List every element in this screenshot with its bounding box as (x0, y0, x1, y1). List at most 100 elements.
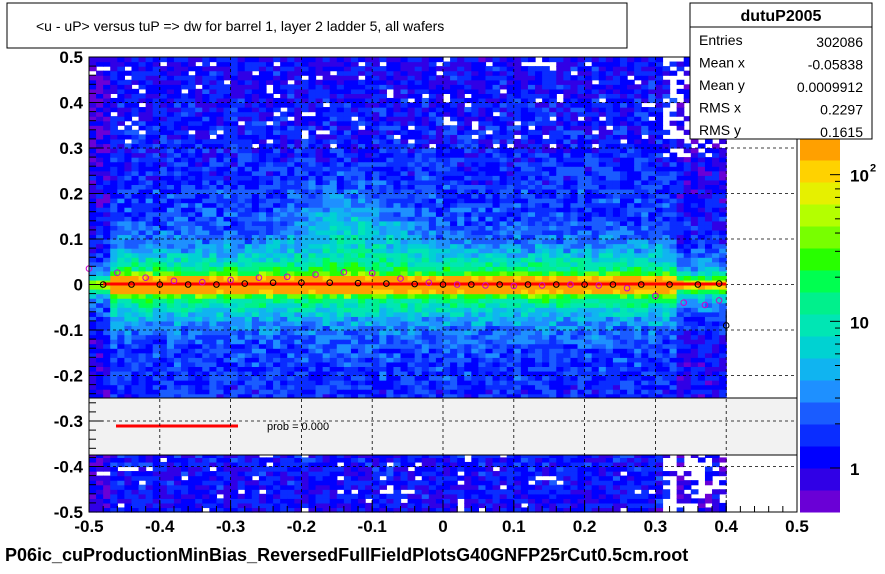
heatmap-cell (301, 261, 310, 267)
heatmap-cell (393, 202, 402, 208)
heatmap-cell (96, 225, 104, 231)
heatmap-cell (131, 170, 140, 176)
heatmap-cell (365, 330, 373, 336)
heatmap-cell (407, 234, 416, 240)
heatmap-cell (372, 143, 380, 149)
heatmap-cell (393, 211, 402, 217)
heatmap-cell (188, 261, 196, 267)
heatmap-cell (124, 357, 133, 363)
heatmap-cell (365, 357, 373, 363)
heatmap-cell (414, 270, 423, 276)
heatmap-cell (96, 389, 104, 395)
heatmap-cell (322, 220, 331, 226)
heatmap-cell (110, 257, 118, 263)
heatmap-cell (273, 143, 281, 149)
heatmap-cell (443, 252, 451, 258)
heatmap-cell (209, 157, 218, 163)
heatmap-cell (166, 220, 175, 226)
heatmap-cell (400, 320, 409, 327)
heatmap-cell (89, 57, 97, 63)
heatmap-cell (209, 298, 218, 304)
heatmap-cell (138, 216, 147, 222)
heatmap-cell (96, 220, 104, 226)
heatmap-cell (358, 284, 366, 290)
heatmap-cell (287, 320, 295, 327)
heatmap-cell (209, 266, 218, 272)
heatmap-cell (372, 348, 380, 354)
heatmap-cell (322, 330, 331, 336)
heatmap-cell (89, 493, 97, 499)
heatmap-cell (138, 157, 147, 163)
heatmap-cell (315, 107, 324, 113)
heatmap-cell (308, 70, 317, 76)
heatmap-cell (315, 161, 324, 167)
heatmap-cell (173, 120, 182, 126)
heatmap-cell (159, 302, 168, 308)
heatmap-cell (188, 361, 196, 367)
heatmap-cell (358, 343, 366, 349)
heatmap-cell (166, 320, 175, 327)
heatmap-cell (103, 152, 111, 158)
heatmap-cell (145, 498, 154, 504)
heatmap-cell (110, 57, 118, 63)
heatmap-cell (188, 384, 196, 390)
heatmap-cell (308, 493, 317, 499)
heatmap-cell (181, 152, 189, 158)
heatmap-cell (343, 148, 352, 154)
heatmap-cell (343, 93, 352, 99)
heatmap-cell (152, 302, 161, 308)
heatmap-cell (117, 366, 125, 372)
heatmap-cell (400, 170, 409, 176)
heatmap-cell (117, 70, 125, 76)
heatmap-cell (294, 138, 302, 145)
heatmap-cell (294, 493, 302, 499)
heatmap-cell (103, 143, 111, 149)
heatmap-cell (89, 507, 97, 513)
heatmap-cell (251, 384, 260, 390)
heatmap-cell (343, 252, 352, 258)
heatmap-cell (138, 234, 147, 240)
heatmap-cell (343, 293, 352, 299)
heatmap-cell (209, 57, 218, 63)
heatmap-cell (266, 380, 274, 386)
heatmap-cell (131, 239, 140, 245)
heatmap-cell (110, 393, 118, 399)
heatmap-cell (96, 211, 104, 217)
heatmap-cell (414, 343, 423, 349)
heatmap-cell (131, 480, 140, 486)
heatmap-cell (294, 198, 302, 204)
heatmap-cell (301, 193, 310, 199)
heatmap-cell (237, 239, 246, 245)
heatmap-cell (110, 61, 118, 67)
heatmap-cell (372, 507, 380, 513)
heatmap-cell (96, 252, 104, 258)
heatmap-cell (216, 339, 225, 345)
heatmap-cell (173, 179, 182, 185)
heatmap-cell (393, 125, 402, 131)
heatmap-cell (145, 252, 154, 258)
heatmap-cell (195, 102, 203, 108)
heatmap-cell (138, 143, 147, 149)
heatmap-cell (202, 216, 210, 222)
heatmap-cell (237, 311, 246, 317)
heatmap-cell (258, 57, 267, 63)
heatmap-cell (251, 370, 260, 377)
heatmap-cell (251, 484, 260, 490)
heatmap-cell (145, 320, 154, 327)
heatmap-cell (195, 389, 203, 395)
heatmap-cell (244, 207, 253, 213)
heatmap-cell (421, 293, 430, 299)
heatmap-cell (258, 193, 267, 199)
heatmap-cell (152, 261, 161, 267)
heatmap-cell (407, 461, 416, 468)
heatmap-cell (173, 107, 182, 113)
heatmap-cell (230, 243, 239, 249)
heatmap-cell (209, 143, 218, 149)
heatmap-cell (280, 493, 288, 499)
heatmap-cell (181, 220, 189, 226)
heatmap-cell (379, 480, 387, 486)
heatmap-cell (350, 284, 359, 290)
heatmap-cell (379, 211, 387, 217)
heatmap-cell (386, 166, 395, 172)
heatmap-cell (188, 120, 196, 126)
